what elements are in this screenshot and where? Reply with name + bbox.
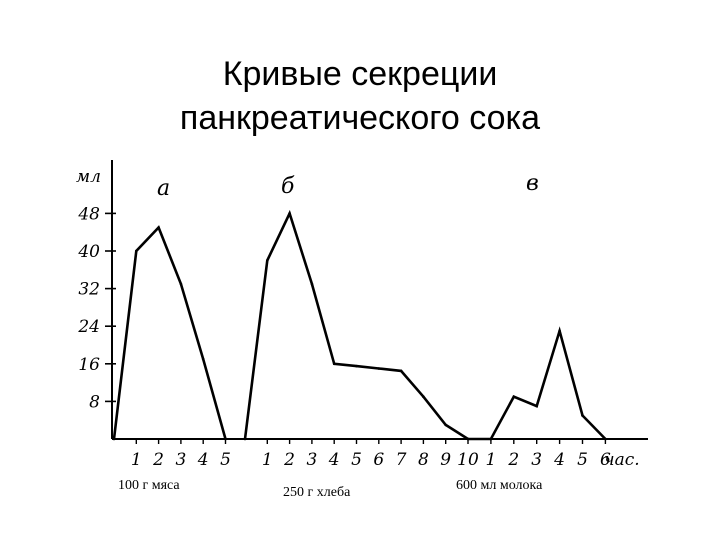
x-tick-label: 3	[306, 450, 317, 470]
series-line-2	[243, 209, 469, 441]
panel-caption-1: 100 г мяса	[118, 478, 180, 493]
data-point	[266, 259, 269, 262]
x-tick-label: 8	[418, 450, 429, 470]
x-tick-label: 3	[175, 450, 186, 470]
data-point	[112, 437, 116, 441]
panel-letter-2: б	[281, 174, 295, 199]
x-tick-label: 2	[152, 450, 164, 470]
data-point	[288, 212, 291, 215]
x-tick-label: 9	[440, 450, 451, 470]
x-tick-label: 2	[283, 450, 295, 470]
x-tick-label: 3	[531, 450, 542, 470]
data-point	[157, 226, 160, 229]
x-tick-label: 1	[131, 450, 142, 470]
data-point	[399, 369, 403, 373]
data-point	[512, 395, 516, 399]
x-tick-label: 4	[197, 450, 209, 470]
x-tick-label: 1	[262, 450, 273, 470]
panel-letter-1: а	[157, 176, 170, 201]
panel-caption-2: 250 г хлеба	[283, 485, 351, 500]
panel-caption-3: 600 мл молока	[456, 478, 543, 493]
data-point	[310, 282, 314, 286]
data-point	[135, 249, 138, 253]
series-line-1	[112, 225, 227, 440]
x-tick-label: 6	[373, 450, 384, 470]
y-tick-label: 40	[77, 242, 100, 262]
data-point	[422, 395, 425, 399]
data-point	[201, 357, 205, 361]
series-line-3	[468, 326, 607, 441]
panel-letter-3: в	[526, 171, 539, 196]
data-point	[581, 414, 584, 417]
y-tick-label: 24	[77, 317, 100, 337]
labels: мл а 100 г мяса б 250 г хлеба в 600 мл молока ч…	[76, 167, 640, 500]
title-line-2: панкреатического сока	[179, 99, 541, 137]
x-tick-label: 2	[507, 450, 519, 470]
data-point	[224, 437, 227, 441]
y-tick-label: 48	[77, 204, 100, 224]
x-tick-label: 4	[328, 450, 340, 470]
data-point	[377, 367, 381, 370]
x-axis-label: час.	[604, 450, 640, 470]
y-tick-label: 16	[78, 355, 100, 375]
data-point	[179, 282, 183, 286]
x-tick-label: 5	[220, 450, 231, 470]
x-tick-label: 4	[553, 450, 565, 470]
x-tick-label: 5	[351, 450, 362, 470]
data-point	[466, 437, 470, 441]
x-tick-label: 1	[485, 450, 496, 470]
title-line-1: Кривые секреции	[222, 55, 498, 93]
y-tick-label: 8	[89, 392, 100, 412]
data-point	[355, 364, 358, 368]
y-tick-label: 32	[78, 280, 100, 300]
data-point	[558, 329, 561, 333]
y-axis-label: мл	[76, 167, 101, 187]
x-tick-label: 5	[577, 450, 588, 470]
data-point	[243, 437, 247, 441]
data-point	[444, 423, 448, 427]
x-tick-label: 10	[457, 450, 479, 470]
data-point	[332, 362, 336, 366]
series	[112, 209, 607, 441]
axes	[111, 160, 648, 440]
data-point	[604, 437, 607, 441]
data-point	[489, 437, 493, 441]
x-tick-label: 6	[600, 450, 611, 470]
chart-title: Кривые секреции панкреатического сока	[0, 52, 720, 140]
data-point	[535, 404, 538, 408]
x-tick-label: 7	[396, 450, 407, 470]
